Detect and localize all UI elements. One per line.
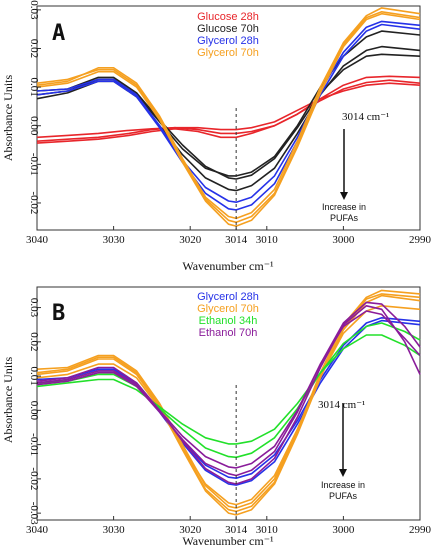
y-tick-label: 0.03 xyxy=(28,298,40,318)
y-tick-label: 0.01 xyxy=(28,366,40,385)
panel-letter: B xyxy=(52,301,65,326)
panel-b: B 3040 3030 3020 3014 3010 3000 2990 0.030.020… xyxy=(1,286,432,548)
x-axis-ticks: 3040 3030 3020 3014 3010 3000 2990 xyxy=(26,226,432,246)
plot-area-frame xyxy=(36,286,421,521)
series-line xyxy=(36,294,421,516)
series-line xyxy=(36,12,421,227)
x-tick-label: 3014 xyxy=(225,524,248,536)
arrow-text-line1: Increase in xyxy=(322,202,366,212)
y-tick-label: 0.03 xyxy=(28,0,40,20)
x-axis-label: Wavenumber cm⁻¹ xyxy=(182,534,274,548)
y-tick-label: 0.01 xyxy=(28,77,40,96)
y-tick-label: -0.01 xyxy=(28,433,40,456)
x-tick-label: 3010 xyxy=(256,524,279,536)
arrow-head xyxy=(340,192,348,200)
legend-entry: Glycerol 28h xyxy=(197,291,259,303)
wavenumber-annotation: 3014 cm⁻¹ xyxy=(342,111,389,123)
series-line xyxy=(36,7,421,220)
series-line xyxy=(36,322,421,459)
series-group xyxy=(36,7,421,227)
series-line xyxy=(36,310,421,469)
series-line xyxy=(36,53,421,180)
x-tick-label: 2990 xyxy=(409,524,432,536)
legend-entry: Glycerol 70h xyxy=(197,47,259,59)
plot-area-frame xyxy=(36,5,421,231)
x-tick-label: 3000 xyxy=(332,234,355,246)
legend-entry: Glucose 70h xyxy=(197,23,259,35)
y-tick-label: -0.03 xyxy=(28,502,40,525)
x-tick-label: 3040 xyxy=(26,234,49,246)
legend-entry: Glycerol 28h xyxy=(197,35,259,47)
y-tick-label: -0.02 xyxy=(28,192,40,215)
legend-entry: Glucose 28h xyxy=(197,11,259,23)
arrow-text-line2: PUFAs xyxy=(329,491,358,501)
y-tick-label: 0.02 xyxy=(28,332,40,351)
y-tick-label: 0.00 xyxy=(28,401,40,421)
x-tick-label: 3030 xyxy=(103,234,126,246)
x-tick-label: 3000 xyxy=(332,524,355,536)
panel-letter: A xyxy=(52,21,65,46)
y-tick-label: 0.02 xyxy=(28,39,40,58)
x-axis-ticks: 3040 3030 3020 3014 3010 3000 2990 xyxy=(26,516,432,536)
series-line xyxy=(36,334,421,445)
panel-a: A 3040 3030 3020 3014 3010 3000 2990 0.030.020… xyxy=(1,0,432,273)
series-line xyxy=(36,79,421,144)
series-line xyxy=(36,82,421,139)
y-axis-label: Absorbance Units xyxy=(1,75,15,162)
x-tick-label: 3040 xyxy=(26,524,49,536)
arrow-text-line2: PUFAs xyxy=(330,213,359,223)
legend-entry: Ethanol 70h xyxy=(199,327,258,339)
series-line xyxy=(36,23,421,211)
x-tick-label: 3014 xyxy=(225,234,248,246)
y-axis-ticks: 0.03 0.02 0.01 0.00 -0.01 -0.02 xyxy=(28,0,41,214)
arrow-head xyxy=(339,469,347,477)
y-axis-ticks: 0.03 0.02 0.01 0.00 -0.01 -0.02 -0.03 xyxy=(28,298,41,525)
legend-entry: Glycerol 70h xyxy=(197,303,259,315)
x-tick-label: 3010 xyxy=(256,234,279,246)
y-tick-label: -0.01 xyxy=(28,153,40,176)
arrow-text-line1: Increase in xyxy=(321,480,365,490)
wavenumber-annotation: 3014 cm⁻¹ xyxy=(318,399,365,411)
series-line xyxy=(36,11,421,224)
x-tick-label: 3020 xyxy=(179,234,202,246)
x-axis-label: Wavenumber cm⁻¹ xyxy=(182,259,274,273)
series-line xyxy=(36,305,421,506)
y-tick-label: 0.00 xyxy=(28,116,40,136)
series-line xyxy=(36,20,421,203)
y-tick-label: -0.02 xyxy=(28,467,40,490)
legend-entry: Ethanol 34h xyxy=(199,315,258,327)
x-tick-label: 3020 xyxy=(179,524,202,536)
y-axis-label: Absorbance Units xyxy=(1,357,15,444)
series-line xyxy=(36,317,421,479)
x-tick-label: 2990 xyxy=(409,234,432,246)
x-tick-label: 3030 xyxy=(103,524,126,536)
